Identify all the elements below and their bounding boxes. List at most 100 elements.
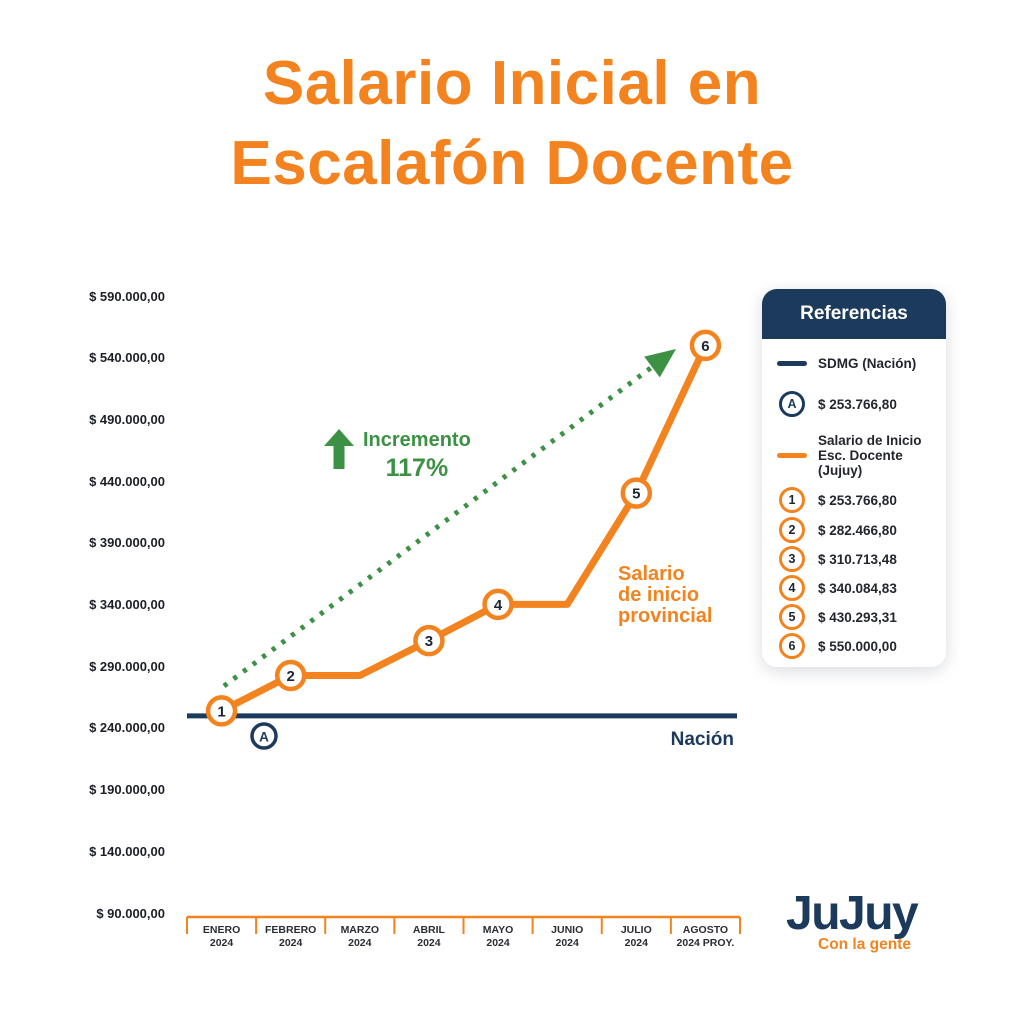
badge-circle-icon: 1: [777, 487, 807, 513]
badge-circle-icon: 3: [777, 546, 807, 572]
badge-circle-icon: 6: [777, 633, 807, 659]
legend-item-text: $ 340.084,83: [818, 580, 897, 596]
month-name: ENERO: [202, 924, 241, 936]
month-name: AGOSTO: [682, 924, 729, 936]
x-axis-label-agosto: AGOSTO 2024 PROY.: [670, 924, 740, 950]
x-axis-label-marzo: MARZO 2024: [325, 924, 395, 950]
y-axis-label: $ 440.000,00: [89, 473, 165, 489]
month-year: 2024: [417, 937, 441, 949]
y-axis-label: $ 490.000,00: [89, 411, 165, 427]
legend-item: Salario de Inicio Esc. Docente (Jujuy): [777, 433, 938, 478]
legend-badge-2: 2: [779, 517, 805, 543]
legend-item-text: $ 282.466,80: [818, 522, 897, 538]
legend-card: Referencias SDMG (Nación) A $ 253.766,80 Sa…: [762, 289, 946, 667]
increment-annotation: Incremento 117%: [324, 429, 471, 483]
legend-item: 3 $ 310.713,48: [777, 546, 938, 572]
legend-badge-3: 3: [779, 546, 805, 572]
month-name: JUNIO: [551, 924, 584, 936]
x-axis-label-junio: JUNIO 2024: [532, 924, 602, 950]
jujuy-logo: JuJuy Con la gente: [786, 888, 956, 954]
y-axis-label: $ 390.000,00: [89, 535, 165, 551]
legend-title: Referencias: [762, 289, 946, 339]
legend-item-text: $ 550.000,00: [818, 638, 897, 654]
x-axis-label-abril: ABRIL 2024: [394, 924, 464, 950]
legend-badge-5: 5: [779, 604, 805, 630]
up-arrow-icon: [324, 429, 354, 469]
badge-circle-icon: 2: [777, 517, 807, 543]
legend-item-text: $ 253.766,80: [818, 396, 897, 412]
marker-6-label: 6: [701, 338, 709, 355]
y-axis-label: $ 140.000,00: [89, 843, 165, 859]
y-axis-label: $ 90.000,00: [96, 905, 165, 921]
legend-item: 5 $ 430.293,31: [777, 604, 938, 630]
marker-4: [482, 588, 514, 621]
marker-3-label: 3: [425, 633, 433, 650]
legend-badge-4: 4: [779, 575, 805, 601]
page-title: Salario Inicial en Escalafón Docente: [230, 49, 794, 198]
legend-item-text: $ 310.713,48: [818, 551, 897, 567]
month-year: 2024 PROY.: [676, 937, 735, 949]
increment-arrow-head-icon: [644, 349, 676, 378]
provincial-series-label: Salario de inicio provincial: [618, 563, 713, 627]
series-dash-icon: [777, 453, 807, 458]
legend-badge-6: 6: [779, 633, 805, 659]
orange-dash-icon: [777, 453, 807, 458]
jujuy-logo-wordmark: JuJuy: [786, 887, 919, 940]
legend-item: 1 $ 253.766,80: [777, 487, 938, 513]
month-year: 2024: [624, 937, 648, 949]
marker-5: [620, 477, 653, 509]
legend-item-text: SDMG (Nación): [818, 356, 917, 371]
marker-6: [689, 329, 722, 362]
legend-item: SDMG (Nación): [777, 356, 938, 371]
marker-2: [274, 659, 307, 692]
marker-3: [413, 624, 445, 657]
legend-badge-A: A: [779, 391, 805, 417]
series-dash-icon: [777, 361, 807, 366]
legend-item: 4 $ 340.084,83: [777, 575, 938, 601]
nacion-line-label: Nación: [670, 729, 734, 750]
month-name: FEBRERO: [265, 924, 317, 936]
x-axis-label-mayo: MAYO 2024: [463, 924, 533, 950]
y-axis-label: $ 190.000,00: [89, 782, 165, 798]
marker-2-label: 2: [287, 668, 295, 685]
increment-label: Incremento: [363, 429, 471, 451]
marker-A: [250, 722, 278, 750]
marker-4-label: 4: [494, 597, 503, 614]
month-year: 2024: [348, 937, 372, 949]
legend-item: 6 $ 550.000,00: [777, 633, 938, 659]
increment-percentage: 117%: [385, 454, 449, 482]
provincial-salary-line: [218, 341, 709, 715]
y-axis-label: $ 540.000,00: [89, 350, 165, 366]
y-axis-label: $ 290.000,00: [89, 658, 165, 674]
legend-badge-1: 1: [779, 487, 805, 513]
month-name: JULIO: [620, 924, 652, 936]
marker-1-label: 1: [217, 703, 225, 720]
month-name: MAYO: [482, 924, 514, 936]
y-axis-label: $ 590.000,00: [89, 288, 165, 304]
jujuy-logo-tagline: Con la gente: [818, 936, 912, 953]
badge-circle-icon: A: [777, 391, 807, 417]
month-year: 2024: [486, 937, 510, 949]
legend-item-text: $ 430.293,31: [818, 609, 897, 625]
month-name: MARZO: [340, 924, 380, 936]
legend-item: 2 $ 282.466,80: [777, 517, 938, 543]
marker-5-label: 5: [632, 486, 640, 503]
x-axis-label-enero: ENERO 2024: [187, 924, 257, 950]
y-axis-label: $ 240.000,00: [89, 720, 165, 736]
month-name: ABRIL: [412, 924, 445, 936]
x-axis-label-febrero: FEBRERO 2024: [256, 924, 326, 950]
legend-items: SDMG (Nación) A $ 253.766,80 Salario de Ini…: [762, 339, 946, 667]
increment-arrow-line: [222, 364, 654, 689]
month-year: 2024: [209, 937, 234, 949]
y-axis-label: $ 340.000,00: [89, 597, 165, 612]
month-year: 2024: [555, 937, 579, 949]
marker-A-label: A: [259, 730, 269, 745]
legend-item-text: Salario de Inicio Esc. Docente (Jujuy): [818, 433, 922, 478]
marker-1: [205, 695, 238, 727]
legend-item-text: $ 253.766,80: [818, 492, 897, 508]
navy-dash-icon: [777, 361, 807, 366]
x-axis-label-julio: JULIO 2024: [601, 924, 671, 950]
badge-circle-icon: 5: [777, 604, 807, 630]
legend-item: A $ 253.766,80: [777, 391, 938, 417]
